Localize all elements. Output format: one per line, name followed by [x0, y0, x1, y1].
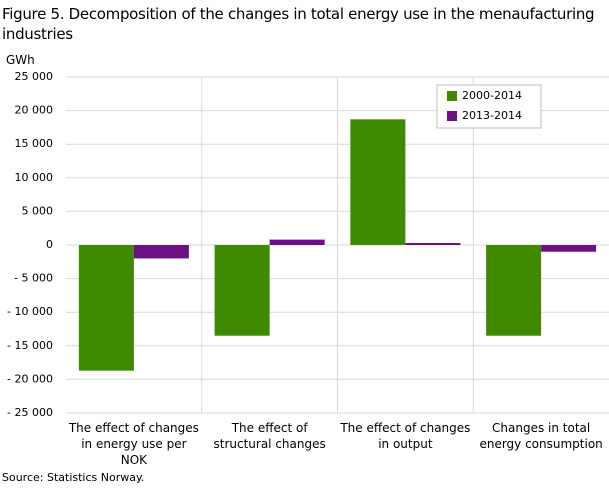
legend-label: 2000-2014	[462, 89, 522, 102]
x-tick-label: The effect of changes in output	[340, 421, 471, 451]
y-tick-label: 25 000	[15, 70, 54, 83]
chart-title: Figure 5. Decomposition of the changes i…	[2, 5, 595, 43]
bar	[350, 119, 406, 245]
source: Source: Statistics Norway.	[2, 471, 145, 484]
y-tick-label: - 15 000	[7, 339, 53, 352]
y-tick-label: - 5 000	[14, 272, 53, 285]
y-tick-label: 15 000	[15, 137, 54, 150]
y-tick-label: - 25 000	[7, 406, 53, 419]
bar	[405, 242, 461, 245]
bar	[486, 245, 542, 336]
legend-swatch	[447, 111, 457, 121]
y-tick-label: - 10 000	[7, 305, 53, 318]
bar	[269, 239, 325, 245]
x-tick-label: The effect of changes in energy use per …	[68, 421, 199, 467]
x-tick-label: The effect of structural changes	[213, 421, 326, 451]
y-tick-label: 0	[46, 238, 53, 251]
legend-label: 2013-2014	[462, 109, 522, 122]
bar	[133, 245, 189, 259]
bar	[214, 245, 270, 336]
legend-swatch	[447, 91, 457, 101]
y-tick-label: - 20 000	[7, 372, 53, 385]
bar	[78, 245, 134, 371]
y-axis-label: GWh	[6, 53, 35, 67]
x-tick-label: Changes in total energy consumption	[479, 421, 603, 451]
y-tick-label: 10 000	[15, 171, 54, 184]
bar	[541, 245, 597, 252]
y-tick-label: 5 000	[22, 204, 54, 217]
y-tick-label: 20 000	[15, 104, 54, 117]
